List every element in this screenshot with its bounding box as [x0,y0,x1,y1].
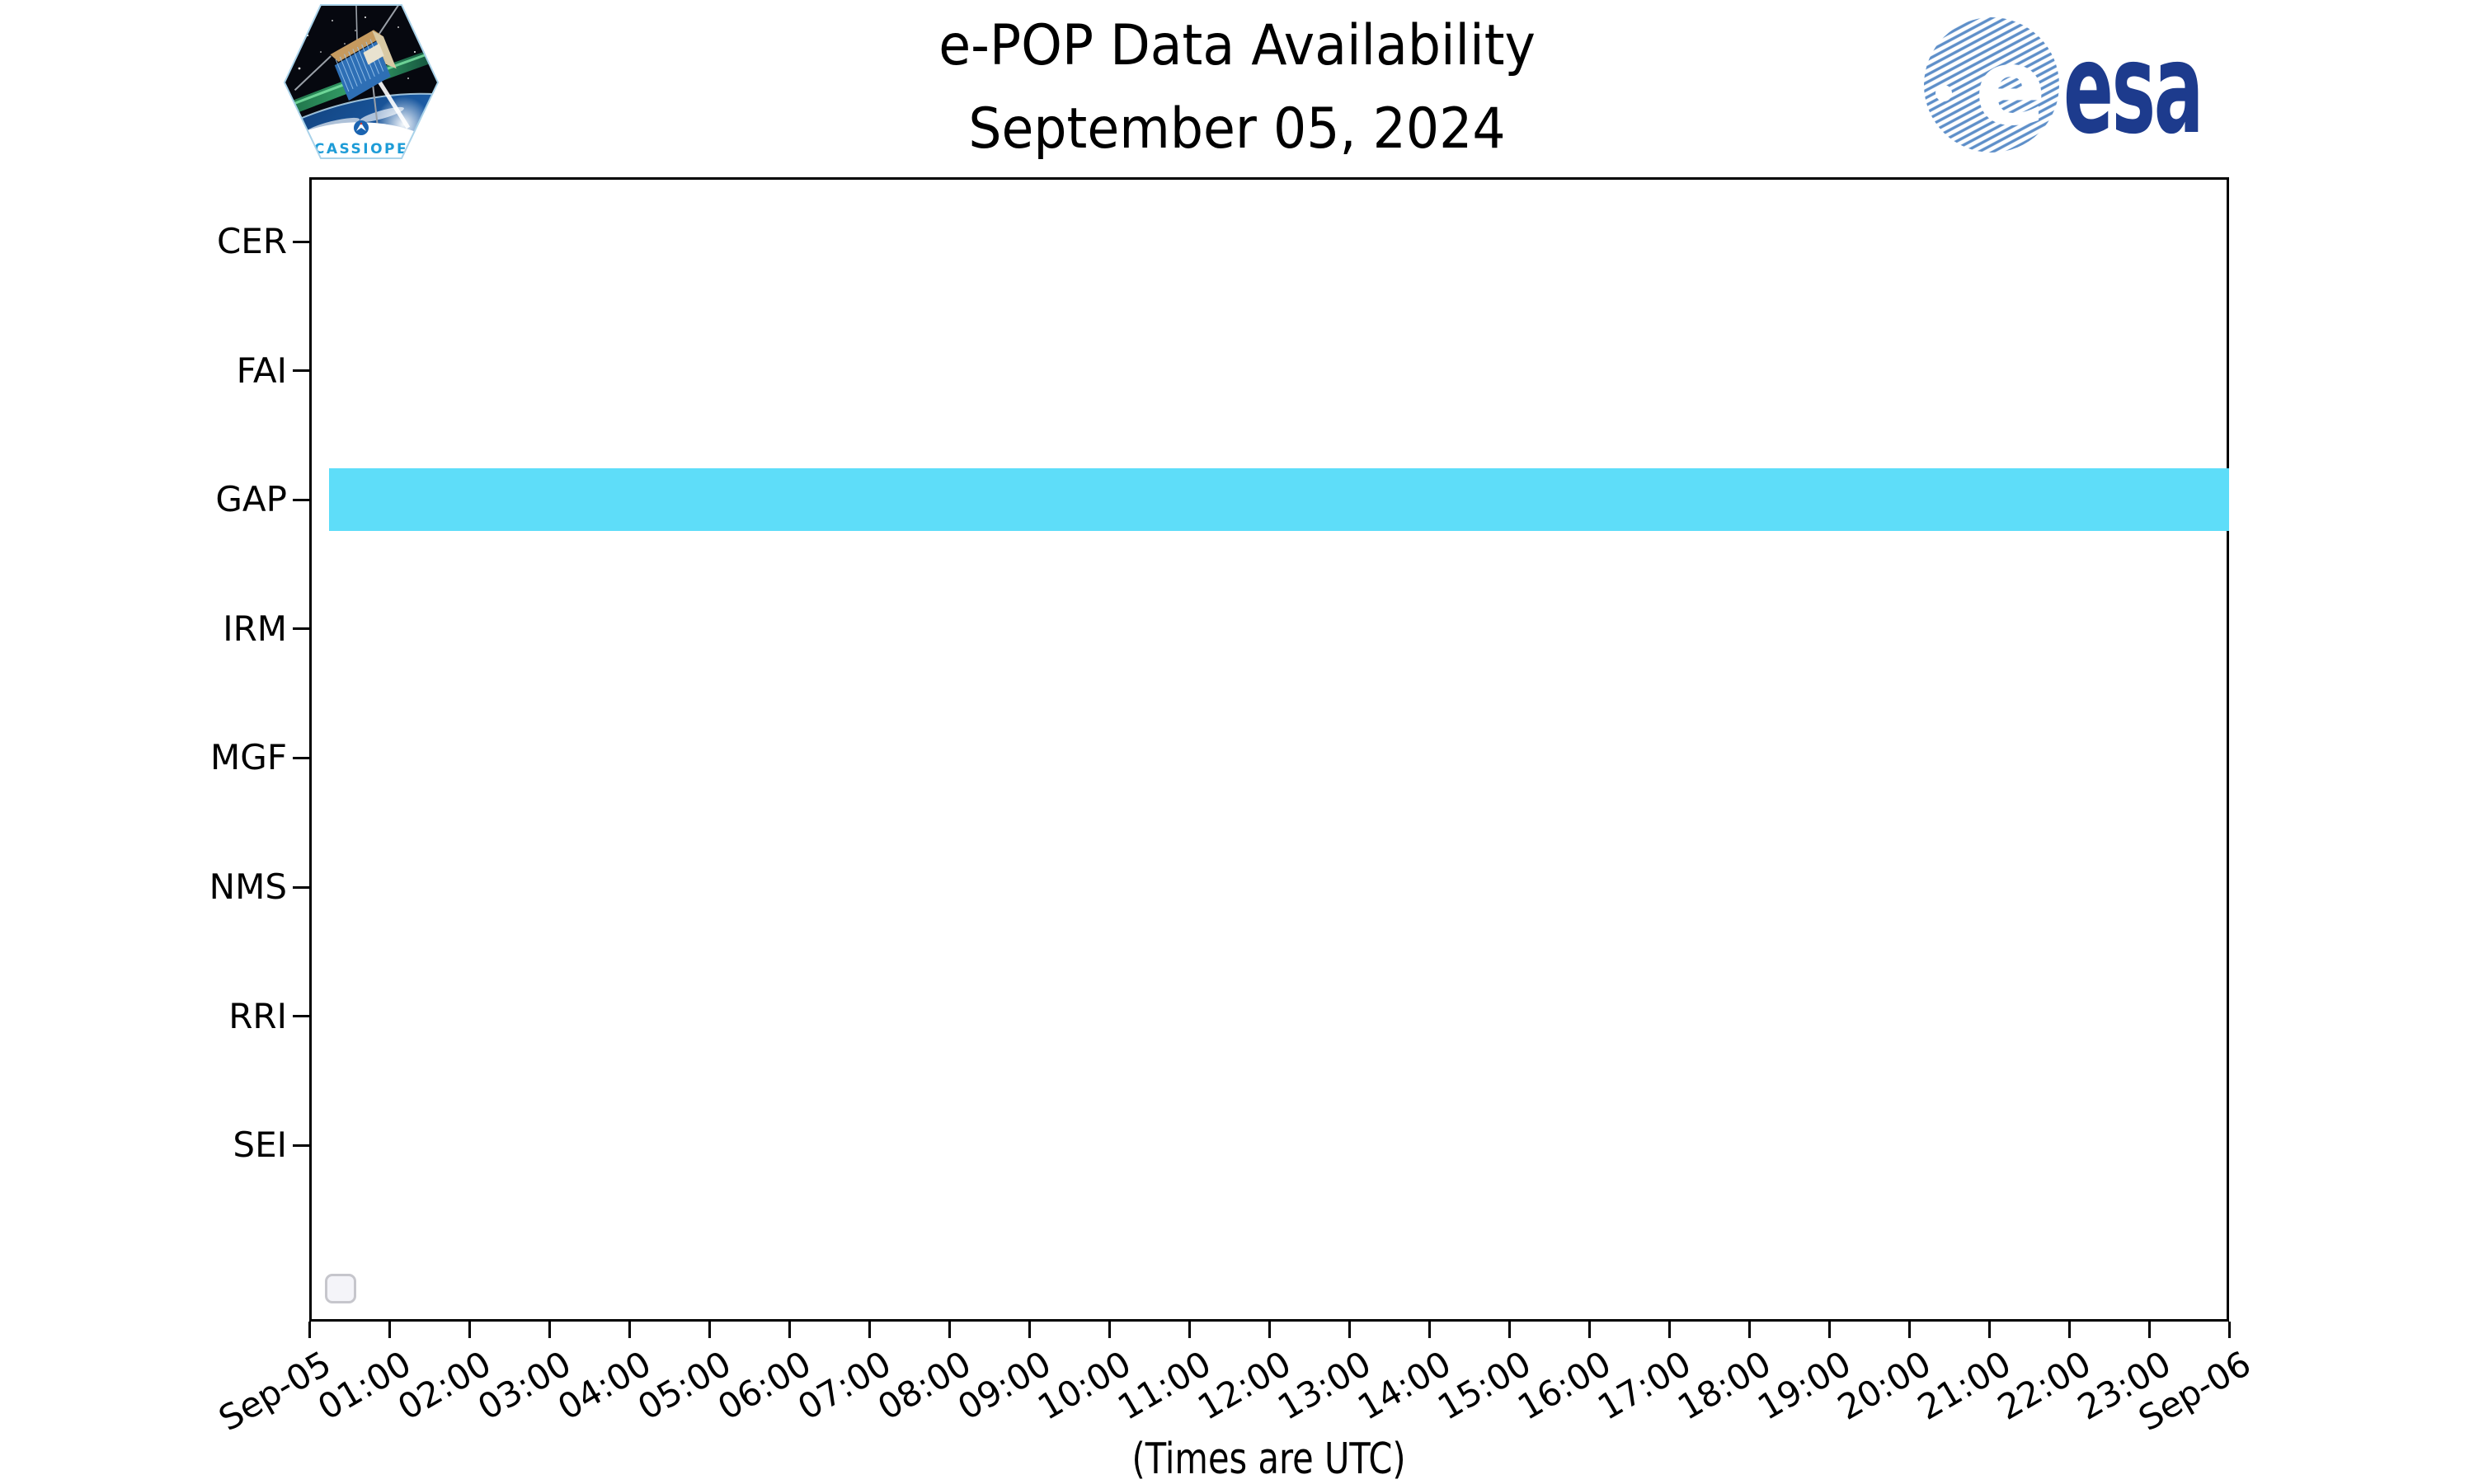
x-tick-mark [788,1322,791,1338]
x-tick-mark [2067,1322,2071,1338]
y-tick-mark [293,1015,309,1018]
legend-box-empty [325,1274,356,1303]
y-tick-label-irm: IRM [223,608,287,649]
x-tick-mark [308,1322,311,1338]
esa-wordmark: esa [2063,16,2202,161]
x-tick-mark [2227,1322,2231,1338]
y-tick-label-cer: CER [216,221,287,261]
y-tick-mark [293,885,309,889]
y-tick-mark [293,627,309,631]
x-tick-mark [1667,1322,1671,1338]
cassiope-patch-graphic: CASSIOPE [283,4,440,159]
x-tick-mark [1827,1322,1831,1338]
patch-csa-logo [354,120,369,135]
patch-swoosh [288,122,435,158]
y-tick-label-rri: RRI [228,995,287,1036]
x-tick-mark [548,1322,551,1338]
y-tick-label-fai: FAI [236,350,287,391]
chart-title-block: e-POP Data Availability September 05, 20… [0,12,2474,164]
esa-globe: e [1924,17,2059,153]
y-tick-mark [293,498,309,501]
y-tick-mark [293,756,309,759]
x-tick-mark [1028,1322,1031,1338]
patch-hexagon-border [283,4,440,159]
x-tick-mark [1987,1322,1991,1338]
chart-subtitle-date: September 05, 2024 [968,96,1506,162]
x-axis-caption-text: (Times are UTC) [1131,1435,1407,1484]
patch-earth [285,92,438,158]
x-tick-mark [1907,1322,1911,1338]
patch-satellite [294,5,406,135]
cassiope-patch-label: CASSIOPE [314,141,408,157]
cassiope-mission-patch: CASSIOPE [283,2,440,161]
x-tick-mark [1348,1322,1351,1338]
plot-area [309,177,2229,1322]
x-axis-caption: (Times are UTC) [309,1435,2229,1484]
esa-logo-graphic: e esa [1924,16,2205,162]
x-tick-mark [468,1322,471,1338]
esa-logo: e esa [1921,8,2206,162]
x-tick-mark [2147,1322,2151,1338]
x-tick-mark [1268,1322,1271,1338]
x-tick-mark [1747,1322,1751,1338]
esa-globe-letter: e [1975,26,2047,149]
x-tick-mark [628,1322,631,1338]
x-tick-mark [1507,1322,1511,1338]
chart-title: e-POP Data Availability [938,13,1536,78]
x-tick-mark [1427,1322,1431,1338]
y-tick-label-gap: GAP [215,479,287,520]
y-tick-mark [293,369,309,373]
x-tick-mark [1108,1322,1111,1338]
y-tick-label-nms: NMS [209,866,287,907]
y-tick-mark [293,240,309,243]
esa-globe-dot [1935,85,1952,101]
x-tick-mark [1587,1322,1591,1338]
patch-beam [373,73,411,129]
y-tick-mark [293,1144,309,1147]
y-tick-label-sei: SEI [233,1125,287,1166]
x-tick-mark [708,1322,711,1338]
y-tick-label-mgf: MGF [210,737,287,778]
x-tick-mark [948,1322,951,1338]
x-tick-mark [388,1322,391,1338]
x-tick-mark [868,1322,871,1338]
availability-bar-gap [329,468,2229,532]
x-tick-mark [1188,1322,1191,1338]
